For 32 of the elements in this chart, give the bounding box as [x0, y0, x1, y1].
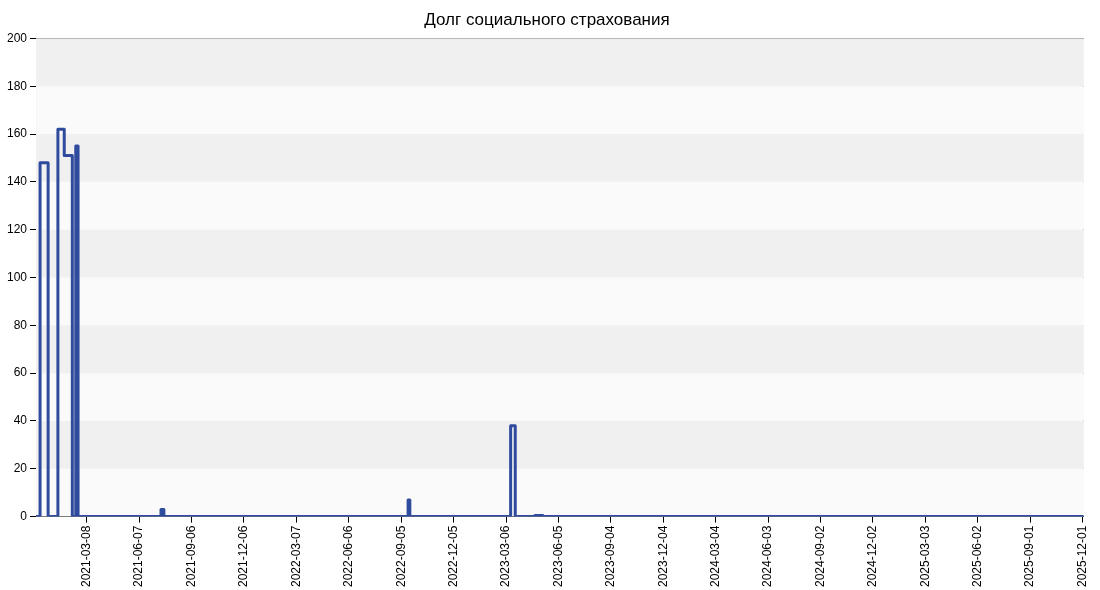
x-tick-label: 2023-06-05 — [550, 525, 565, 588]
y-tick-label: 60 — [13, 365, 28, 380]
x-tick-label: 2025-03-03 — [917, 525, 932, 588]
y-tick-label: 100 — [6, 269, 28, 284]
x-tick-label: 2021-12-06 — [236, 525, 251, 588]
x-tick-label: 2023-12-04 — [655, 525, 670, 588]
x-tick-label: 2024-12-02 — [865, 525, 880, 588]
y-tick-label: 200 — [6, 30, 28, 45]
y-tick-label: 180 — [6, 78, 28, 93]
x-tick-label: 2022-06-06 — [341, 525, 356, 588]
x-tick-label: 2022-03-07 — [288, 525, 303, 588]
x-tick-label: 2022-12-05 — [445, 525, 460, 588]
x-tick-label: 2025-12-01 — [1074, 525, 1089, 588]
x-tick-label: 2021-09-06 — [183, 525, 198, 588]
x-tick-label: 2022-09-05 — [393, 525, 408, 588]
x-tick-label: 2024-03-04 — [708, 525, 722, 588]
y-tick-label: 80 — [13, 317, 28, 332]
y-tick-label: 160 — [6, 126, 28, 141]
x-tick-label: 2025-06-02 — [970, 525, 985, 588]
y-tick-label: 20 — [13, 461, 28, 476]
x-tick-label: 2024-09-02 — [812, 525, 827, 588]
y-tick-label: 140 — [6, 174, 28, 189]
y-tick-label: 40 — [13, 413, 28, 428]
y-tick-label: 120 — [6, 222, 28, 236]
x-tick-label: 2023-09-04 — [603, 525, 618, 588]
x-tick-label: 2025-09-01 — [1022, 525, 1037, 588]
y-tick-label: 0 — [20, 508, 28, 523]
x-tick-label: 2024-06-03 — [760, 525, 775, 588]
x-tick-label: 2023-03-06 — [498, 525, 513, 588]
x-tick-label: 2021-03-08 — [79, 525, 94, 588]
x-tick-label: 2021-06-07 — [131, 525, 146, 588]
chart-title: Долг социального страхования — [424, 9, 670, 29]
